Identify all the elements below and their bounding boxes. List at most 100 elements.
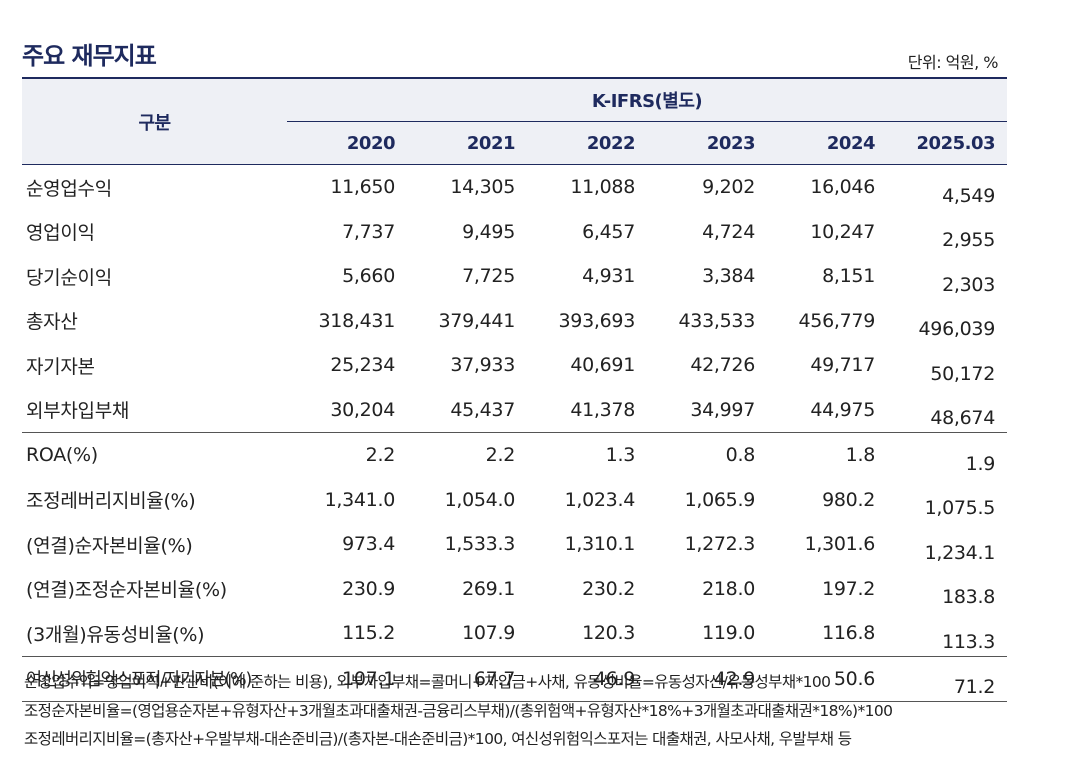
cell-value: 67.7: [407, 655, 527, 702]
table-row: 자기자본 25,234 37,933 40,691 42,726 49,717 50,172: [22, 343, 1007, 388]
row-label: (연결)조정순자본비율(%): [26, 579, 227, 602]
table-row: 영업이익 7,737 9,495 6,457 4,724 10,247 2,955: [22, 210, 1007, 255]
table-row: 외부차입부채 30,204 45,437 41,378 34,997 44,975 48,6…: [22, 388, 1007, 433]
financial-indicators-table: 구분 K-IFRS(별도) 2020 2021 2022 2023 2024 2…: [22, 77, 1007, 702]
row-label: 총자산: [26, 311, 78, 334]
cell-value: 3,384: [702, 265, 755, 288]
row-label: 외부차입부채: [26, 400, 130, 423]
cell-value: 50,172: [930, 362, 995, 385]
cell-value: 116.8: [822, 622, 875, 645]
header-year: 2025.03: [887, 121, 1007, 165]
cell-value: 5,660: [342, 265, 395, 288]
table-row: ROA(%) 2.2 2.2 1.3 0.8 1.8 1.9: [22, 432, 1007, 478]
cell-value: 379,441: [438, 309, 516, 332]
cell-value: 318,431: [318, 309, 396, 332]
cell-value: 1.3: [527, 432, 647, 478]
header-year: 2020: [287, 121, 407, 165]
cell-value: 496,039: [918, 318, 996, 340]
header-year: 2022: [527, 121, 647, 165]
cell-value: 2,303: [942, 273, 995, 296]
cell-value: 9,495: [462, 220, 515, 243]
table-row: 순영업수익 11,650 14,305 11,088 9,202 16,046 4,549: [22, 165, 1007, 210]
cell-value: 115.2: [342, 622, 395, 645]
cell-value: 11,650: [330, 176, 395, 199]
cell-value: 2,955: [942, 229, 995, 251]
header-row-years: 2020 2021 2022 2023 2024 2025.03: [22, 121, 1007, 165]
cell-value: 8,151: [822, 265, 875, 288]
cell-value: 269.1: [462, 577, 515, 600]
cell-value: 1,075.5: [924, 497, 996, 519]
cell-value: 45,437: [450, 398, 515, 421]
cell-value: 973.4: [342, 533, 395, 556]
cell-value: 2.2: [407, 432, 527, 478]
cell-value: 11,088: [570, 176, 635, 199]
cell-value: 71.2: [887, 655, 1007, 702]
footnote-line: 순영업수익=영업이익+판관비(이에 준하는 비용), 외부차입부채=콜머니+차입…: [24, 673, 831, 691]
table-row: (연결)순자본비율(%) 973.4 1,533.3 1,310.1 1,272.3 1,…: [22, 522, 1007, 567]
cell-value: 1,065.9: [684, 488, 756, 511]
cell-value: 10,247: [810, 220, 875, 243]
table-row: 조정레버리지비율(%) 1,341.0 1,054.0 1,023.4 1,065.9 9…: [22, 478, 1007, 523]
cell-value: 1,023.4: [564, 488, 636, 511]
cell-value: 107.1: [287, 655, 407, 702]
cell-value: 37,933: [450, 354, 515, 377]
header-gubun: 구분: [22, 78, 287, 165]
cell-value: 49,717: [810, 354, 875, 377]
cell-value: 1,234.1: [924, 541, 996, 564]
cell-value: 9,202: [702, 176, 755, 199]
row-label: ROA(%): [22, 432, 287, 478]
cell-value: 41,378: [570, 398, 635, 421]
cell-value: 120.3: [582, 622, 635, 645]
cell-value: 218.0: [702, 577, 755, 600]
cell-value: 456,779: [798, 309, 876, 332]
cell-value: 1,310.1: [564, 533, 636, 556]
header-kifrs: K-IFRS(별도): [287, 78, 1007, 122]
cell-value: 1.8: [767, 432, 887, 478]
cell-value: 44,975: [810, 398, 875, 421]
cell-value: 40,691: [570, 354, 635, 377]
cell-value: 14,305: [450, 176, 515, 199]
row-label: (3개월)유동성비율(%): [26, 623, 205, 646]
cell-value: 230.2: [582, 577, 635, 600]
cell-value: 30,204: [330, 398, 395, 421]
cell-value: 197.2: [822, 577, 875, 600]
cell-value: 113.3: [942, 630, 995, 653]
cell-value: 1,054.0: [444, 488, 516, 511]
cell-value: 34,997: [690, 398, 755, 421]
row-label: 조정레버리지비율(%): [26, 490, 196, 513]
footnotes: 순영업수익=영업이익+판관비(이에 준하는 비용), 외부차입부채=콜머니+차입…: [24, 668, 1024, 754]
cell-value: 7,725: [462, 265, 515, 288]
cell-value: 1,272.3: [684, 533, 756, 556]
row-label: (연결)순자본비율(%): [26, 534, 193, 557]
cell-value: 119.0: [702, 622, 755, 645]
cell-value: 393,693: [558, 309, 636, 332]
cell-value: 1,533.3: [444, 533, 516, 556]
header-year: 2021: [407, 121, 527, 165]
cell-value: 4,931: [582, 265, 635, 288]
cell-value: 48,674: [930, 407, 995, 429]
cell-value: 183.8: [942, 586, 995, 608]
table-body: 순영업수익 11,650 14,305 11,088 9,202 16,046 4,549 영…: [22, 165, 1007, 702]
header-row-group: 구분 K-IFRS(별도): [22, 78, 1007, 165]
cell-value: 433,533: [678, 309, 756, 332]
cell-value: 16,046: [810, 176, 875, 199]
row-label: 당기순이익: [26, 266, 112, 289]
row-label: 영업이익: [26, 222, 95, 245]
cell-value: 980.2: [822, 488, 875, 511]
cell-value: 46.9: [527, 655, 647, 702]
footnote-line: 조정순자본비율=(영업용순자본+유형자산+3개월초과대출채권-금융리스부채)/(…: [24, 701, 893, 720]
row-label: 여신성위험익스포저/자기자본(%): [22, 655, 287, 702]
cell-value: 7,737: [342, 220, 395, 243]
header-year: 2023: [647, 121, 767, 165]
table-row: (3개월)유동성비율(%) 115.2 107.9 120.3 119.0 116.8 11…: [22, 611, 1007, 656]
table-row: 총자산 318,431 379,441 393,693 433,533 456,779 49…: [22, 299, 1007, 344]
cell-value: 2.2: [287, 432, 407, 478]
unit-label: 단위: 억원, %: [907, 53, 999, 72]
page-title: 주요 재무지표: [22, 42, 157, 70]
table-row: 당기순이익 5,660 7,725 4,931 3,384 8,151 2,303: [22, 254, 1007, 299]
cell-value: 1,341.0: [324, 488, 396, 511]
cell-value: 42.9: [647, 655, 767, 702]
cell-value: 107.9: [462, 622, 515, 645]
cell-value: 6,457: [582, 220, 635, 243]
cell-value: 42,726: [690, 354, 755, 377]
